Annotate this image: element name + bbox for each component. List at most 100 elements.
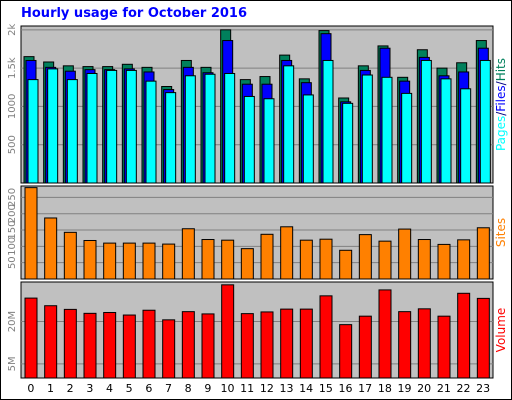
usage-pages-bar bbox=[283, 65, 295, 184]
hour-tick-label: 16 bbox=[339, 382, 353, 395]
usage-pages-bar bbox=[145, 80, 157, 184]
usage-axis-label: Pages/Files/Hits bbox=[494, 58, 508, 151]
volume-volume-bar bbox=[260, 311, 274, 379]
volume-volume-bar bbox=[63, 308, 77, 379]
usage-pages-bar bbox=[243, 95, 255, 184]
usage-pages-bar bbox=[66, 79, 78, 184]
usage-pages-bar bbox=[86, 72, 98, 184]
hour-tick-label: 13 bbox=[280, 382, 294, 395]
volume-panel bbox=[20, 281, 494, 379]
hour-tick-label: 12 bbox=[260, 382, 274, 395]
sites-sites-bar bbox=[319, 238, 333, 280]
sites-ytick-label: 250 bbox=[7, 188, 18, 207]
usage-pages-bar bbox=[224, 72, 236, 184]
hour-tick-label: 4 bbox=[106, 382, 113, 395]
usage-pages-bar bbox=[27, 79, 39, 184]
usage-ytick-label: 500 bbox=[7, 135, 18, 154]
hour-tick-label: 6 bbox=[145, 382, 152, 395]
sites-sites-bar bbox=[260, 233, 274, 280]
usage-pages-bar bbox=[184, 75, 196, 184]
usage-pages-bar bbox=[263, 98, 275, 184]
usage-pages-bar bbox=[440, 78, 452, 184]
volume-volume-bar bbox=[103, 311, 117, 379]
sites-sites-bar bbox=[181, 228, 195, 280]
sites-panel bbox=[20, 185, 494, 280]
sites-sites-bar bbox=[44, 217, 58, 280]
hour-tick-label: 0 bbox=[27, 382, 34, 395]
hour-tick-label: 9 bbox=[204, 382, 211, 395]
volume-volume-bar bbox=[181, 311, 195, 379]
volume-volume-bar bbox=[83, 312, 97, 379]
hour-tick-label: 19 bbox=[398, 382, 412, 395]
usage-pages-bar bbox=[460, 88, 472, 184]
volume-volume-bar bbox=[122, 314, 136, 379]
usage-pages-bar bbox=[125, 69, 137, 184]
volume-volume-bar bbox=[280, 308, 294, 379]
sites-sites-bar bbox=[476, 227, 490, 280]
hour-tick-label: 11 bbox=[240, 382, 254, 395]
volume-ytick-label: 20M bbox=[7, 311, 18, 332]
usage-pages-bar bbox=[302, 94, 314, 184]
usage-panel bbox=[20, 25, 494, 184]
usage-pages-bar bbox=[165, 92, 177, 184]
volume-axis-label: Volume bbox=[494, 308, 508, 353]
sites-axis-label: Sites bbox=[494, 218, 508, 247]
chart-title: Hourly usage for October 2016 bbox=[21, 6, 248, 21]
sites-sites-bar bbox=[142, 242, 156, 280]
volume-volume-bar bbox=[24, 297, 38, 379]
volume-volume-bar bbox=[44, 305, 58, 379]
usage-pages-bar bbox=[47, 68, 59, 184]
volume-volume-bar bbox=[457, 292, 471, 379]
sites-ytick-label: 200 bbox=[7, 204, 18, 223]
usage-pages-bar bbox=[381, 76, 393, 184]
volume-volume-bar bbox=[398, 311, 412, 379]
hour-tick-label: 21 bbox=[437, 382, 451, 395]
sites-sites-bar bbox=[221, 239, 235, 280]
hour-tick-label: 10 bbox=[221, 382, 235, 395]
usage-pages-bar bbox=[322, 59, 334, 184]
sites-sites-bar bbox=[457, 239, 471, 280]
sites-sites-bar bbox=[240, 248, 254, 280]
volume-volume-bar bbox=[339, 324, 353, 379]
usage-pages-bar bbox=[479, 59, 491, 184]
usage-pages-bar bbox=[204, 73, 216, 184]
usage-pages-bar bbox=[401, 92, 413, 184]
sites-ytick-label: 100 bbox=[7, 237, 18, 256]
sites-sites-bar bbox=[83, 239, 97, 280]
hour-tick-label: 22 bbox=[457, 382, 471, 395]
usage-pages-bar bbox=[420, 59, 432, 184]
usage-ytick-label: 1000 bbox=[7, 94, 18, 119]
hour-tick-label: 1 bbox=[47, 382, 54, 395]
volume-volume-bar bbox=[437, 315, 451, 379]
volume-volume-bar bbox=[476, 297, 490, 379]
sites-sites-bar bbox=[358, 234, 372, 280]
sites-ytick-label: 150 bbox=[7, 221, 18, 240]
usage-ytick-label: 1.5k bbox=[7, 57, 18, 79]
sites-sites-bar bbox=[417, 239, 431, 280]
sites-sites-bar bbox=[378, 240, 392, 280]
sites-sites-bar bbox=[280, 226, 294, 280]
usage-ytick-label: 2k bbox=[7, 24, 18, 36]
volume-volume-bar bbox=[240, 313, 254, 379]
usage-axis-label-part: Hits bbox=[494, 58, 508, 81]
volume-volume-bar bbox=[319, 295, 333, 379]
hour-tick-label: 14 bbox=[299, 382, 313, 395]
sites-sites-bar bbox=[339, 249, 353, 280]
sites-ytick-label: 50 bbox=[7, 256, 18, 269]
sites-sites-bar bbox=[437, 243, 451, 280]
volume-volume-bar bbox=[417, 308, 431, 379]
sites-sites-bar bbox=[299, 239, 313, 280]
volume-volume-bar bbox=[201, 313, 215, 379]
hour-tick-label: 7 bbox=[165, 382, 172, 395]
volume-volume-bar bbox=[142, 309, 156, 379]
volume-volume-bar bbox=[221, 284, 235, 379]
usage-pages-bar bbox=[361, 74, 373, 184]
hour-tick-label: 3 bbox=[86, 382, 93, 395]
hour-tick-label: 15 bbox=[319, 382, 333, 395]
usage-axis-label-part: Files bbox=[494, 85, 508, 111]
hour-tick-label: 18 bbox=[378, 382, 392, 395]
hour-tick-label: 20 bbox=[417, 382, 431, 395]
hour-tick-label: 8 bbox=[185, 382, 192, 395]
usage-axis-label-part: Pages bbox=[494, 116, 508, 151]
